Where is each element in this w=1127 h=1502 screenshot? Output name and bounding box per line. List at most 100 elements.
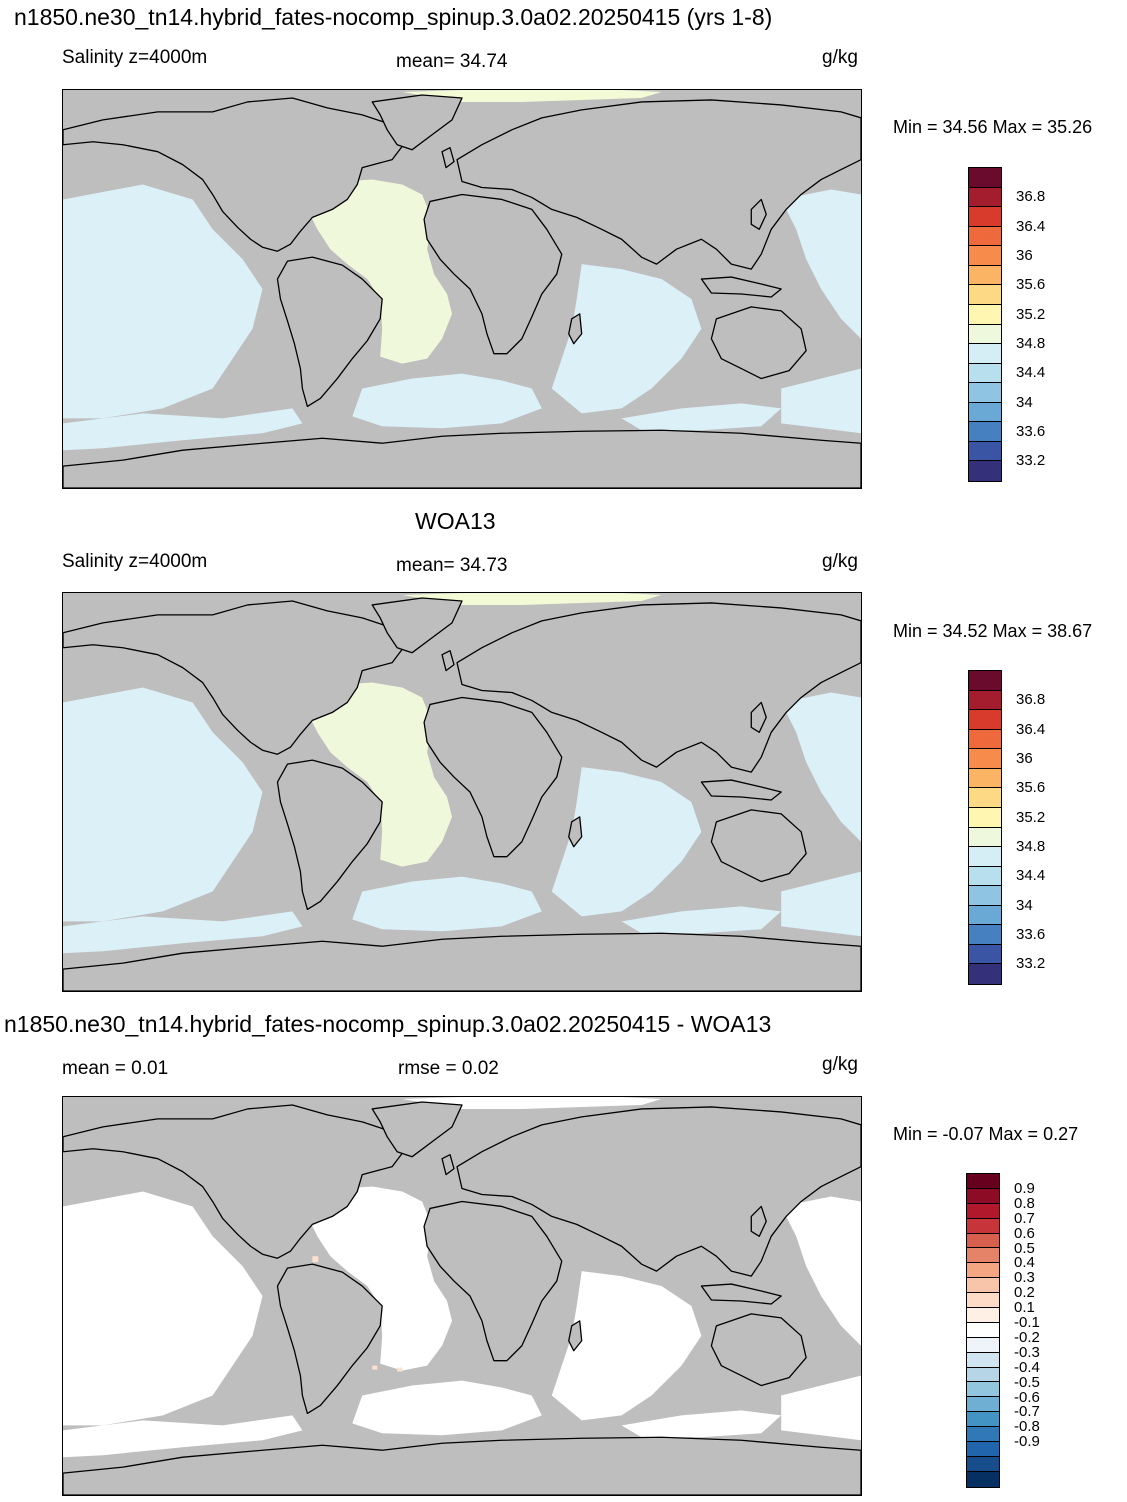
colorbar-segment	[969, 422, 1001, 442]
landmass-uk	[441, 1154, 455, 1176]
colorbar-segment	[967, 1397, 999, 1413]
ocean-region	[63, 911, 303, 954]
ocean-region	[621, 1410, 782, 1438]
colorbar-segment	[967, 1293, 999, 1309]
colorbar-segment	[969, 285, 1001, 305]
colorbar-tick-label: -0.6	[1014, 1388, 1040, 1406]
landmass-antarctica	[63, 932, 861, 991]
panel-1-colorbar	[968, 167, 1002, 482]
landmass-north-america	[63, 97, 408, 252]
colorbar-segment	[969, 207, 1001, 227]
colorbar-segment	[969, 402, 1001, 423]
panel-1-minmax-label: Min = 34.56 Max = 35.26	[893, 117, 1093, 137]
colorbar-tick-label: 35.2	[1016, 305, 1046, 323]
difference-cell	[372, 1365, 378, 1370]
colorbar-segment	[969, 187, 1001, 208]
panel-1-mean-label: mean= 34.74	[396, 51, 508, 72]
panel-3-mean-label: mean = 0.01	[62, 1058, 169, 1079]
atlantic-region	[307, 682, 453, 867]
landmass-madagascar	[568, 1320, 583, 1352]
ocean-region	[551, 1271, 702, 1421]
colorbar-tick-label: 33.6	[1016, 423, 1046, 441]
ocean-region	[63, 408, 303, 451]
colorbar-segment	[969, 768, 1001, 789]
landmass-antarctica	[63, 429, 861, 488]
landmass-japan	[750, 198, 767, 230]
panel-2-map	[62, 592, 862, 992]
colorbar-segment	[967, 1278, 999, 1294]
colorbar-segment	[969, 925, 1001, 945]
colorbar-tick-label: 0.9	[1014, 1179, 1035, 1197]
landmass-japan	[750, 701, 767, 733]
panel-2-title: WOA13	[415, 508, 496, 534]
colorbar-segment	[969, 344, 1001, 364]
landmass-south-america	[276, 759, 383, 911]
colorbar-tick-label: 34.8	[1016, 335, 1046, 353]
arctic-region	[402, 1097, 662, 1109]
colorbar-tick-label: -0.7	[1014, 1403, 1040, 1421]
ocean-region	[63, 687, 263, 922]
panel-3-minmax-label: Min = -0.07 Max = 0.27	[893, 1124, 1079, 1144]
colorbar-tick-label: 34.4	[1016, 364, 1046, 382]
difference-cell	[397, 1367, 403, 1372]
landmass-antarctica	[63, 1436, 861, 1495]
colorbar-tick-label: 0.6	[1014, 1224, 1035, 1242]
landmass-greenland	[371, 597, 463, 654]
panel-3-rmse-label: rmse = 0.02	[398, 1058, 499, 1079]
colorbar-segment	[967, 1188, 999, 1204]
ocean-region	[352, 1380, 542, 1436]
ocean-region	[352, 876, 542, 932]
colorbar-segment	[967, 1233, 999, 1249]
colorbar-segment	[967, 1263, 999, 1279]
colorbar-tick-label: 36	[1016, 750, 1033, 768]
landmass-australia	[710, 809, 807, 883]
colorbar-segment	[969, 788, 1001, 808]
colorbar-segment	[969, 304, 1001, 325]
colorbar-segment	[969, 246, 1001, 266]
map-canvas	[63, 90, 861, 488]
panel-3-title: n1850.ne30_tn14.hybrid_fates-nocomp_spin…	[4, 1011, 772, 1037]
arctic-region	[402, 593, 662, 605]
colorbar-tick-label: 34	[1016, 896, 1033, 914]
colorbar-tick-label: -0.2	[1014, 1328, 1040, 1346]
colorbar-tick-label: 34.8	[1016, 838, 1046, 856]
colorbar-segment	[969, 363, 1001, 384]
colorbar-tick-label: 36.4	[1016, 720, 1046, 738]
landmass-north-america	[63, 1104, 408, 1259]
panel-1-map	[62, 89, 862, 489]
landmass-madagascar	[568, 816, 583, 848]
colorbar-segment	[969, 324, 1001, 345]
colorbar-tick-label: 0.2	[1014, 1284, 1035, 1302]
panel-3-units-label: g/kg	[822, 1054, 858, 1075]
colorbar-tick-label: 0.8	[1014, 1194, 1035, 1212]
colorbar-segment	[967, 1248, 999, 1264]
difference-cell	[312, 1256, 319, 1263]
colorbar-segment	[967, 1442, 999, 1457]
panel-1-variable-label: Salinity z=4000m	[62, 47, 208, 68]
ocean-region	[621, 403, 782, 431]
atlantic-region	[307, 179, 453, 364]
colorbar-tick-label: -0.8	[1014, 1418, 1040, 1436]
panel-3-map	[62, 1096, 862, 1496]
colorbar-segment	[969, 866, 1001, 887]
landmass-indonesia	[700, 779, 782, 801]
colorbar-segment	[969, 827, 1001, 848]
colorbar-tick-label: 33.2	[1016, 955, 1046, 973]
colorbar-segment	[969, 944, 1001, 965]
colorbar-segment	[967, 1427, 999, 1443]
ocean-region	[781, 1196, 861, 1346]
colorbar-segment	[969, 671, 1001, 691]
ocean-region	[352, 373, 542, 429]
colorbar-segment	[969, 964, 1001, 984]
landmass-africa	[423, 193, 563, 355]
colorbar-segment	[967, 1322, 999, 1338]
landmass-japan	[750, 1205, 767, 1237]
colorbar-segment	[969, 226, 1001, 247]
colorbar-segment	[967, 1308, 999, 1323]
colorbar-segment	[969, 690, 1001, 711]
panel-1-title: n1850.ne30_tn14.hybrid_fates-nocomp_spin…	[14, 4, 773, 30]
landmass-madagascar	[568, 313, 583, 345]
colorbar-segment	[969, 807, 1001, 828]
landmass-south-america	[276, 256, 383, 408]
ocean-region	[781, 1375, 861, 1441]
